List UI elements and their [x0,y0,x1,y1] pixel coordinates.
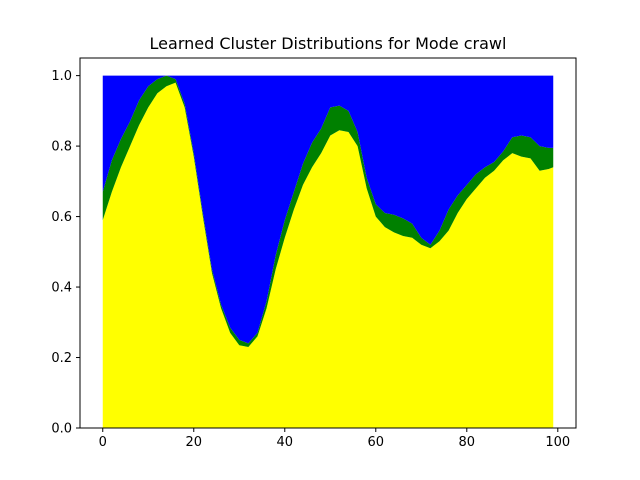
y-tick-label: 0.6 [51,210,72,225]
axes: 0 20 40 60 80 100 0.0 0.2 0.4 0.6 0.8 1.0 [51,57,577,450]
y-tick-label: 0.2 [51,351,72,366]
area-layers [102,75,554,429]
x-tick-label: 100 [545,435,570,450]
x-tick-label: 60 [368,435,385,450]
area-series-1 [102,75,554,347]
area-series-0 [102,82,554,429]
chart-title: Learned Cluster Distributions for Mode c… [150,34,507,53]
y-tick-label: 0.0 [51,422,72,437]
y-tick-label: 1.0 [51,69,72,84]
x-tick-label: 80 [459,435,476,450]
x-tick-label: 0 [99,435,107,450]
y-tick-label: 0.4 [51,281,72,296]
x-tick-label: 20 [185,435,202,450]
x-tick-label: 40 [276,435,293,450]
y-tick-label: 0.8 [51,140,72,155]
plot-frame [79,57,577,429]
area-series-2 [102,75,554,344]
